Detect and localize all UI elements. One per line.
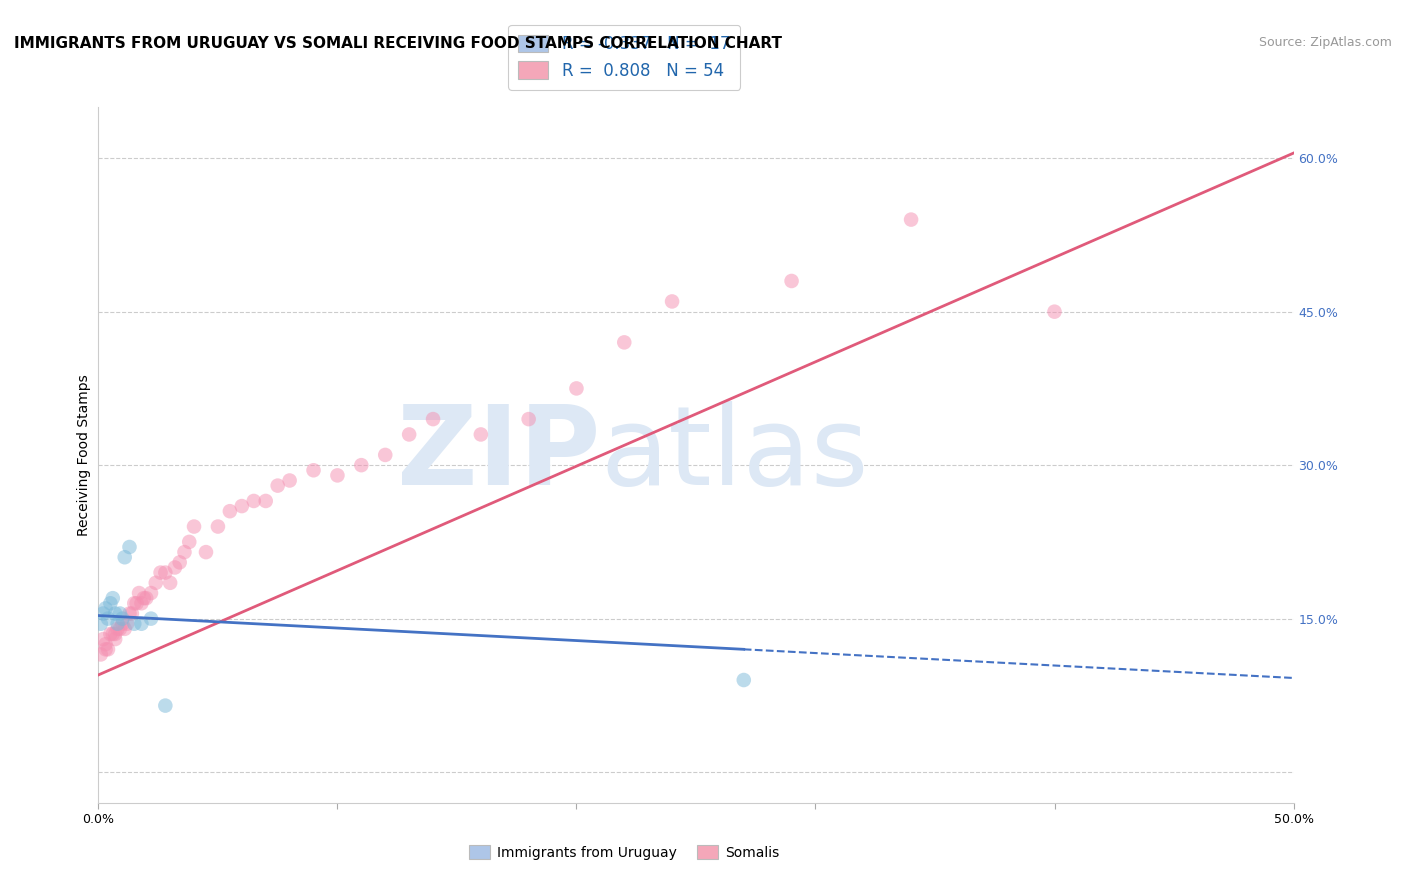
Point: [111, 612, 134, 626]
Y-axis label: Receiving Food Stamps: Receiving Food Stamps: [77, 374, 91, 536]
Point: [900, 212, 922, 227]
Point: [219, 504, 242, 518]
Text: atlas: atlas: [600, 401, 869, 508]
Point: [91, 632, 114, 646]
Point: [90, 616, 112, 631]
Point: [98, 627, 122, 641]
Point: [114, 550, 136, 565]
Point: [104, 607, 127, 621]
Legend: Immigrants from Uruguay, Somalis: Immigrants from Uruguay, Somalis: [464, 839, 785, 865]
Point: [565, 381, 588, 395]
Point: [139, 612, 162, 626]
Point: [118, 540, 141, 554]
Point: [108, 607, 131, 621]
Point: [374, 448, 396, 462]
Point: [780, 274, 803, 288]
Point: [111, 616, 134, 631]
Point: [1043, 304, 1066, 318]
Point: [169, 555, 191, 569]
Point: [108, 622, 131, 636]
Point: [139, 586, 162, 600]
Point: [104, 627, 127, 641]
Point: [118, 607, 141, 621]
Point: [302, 463, 325, 477]
Point: [121, 607, 143, 621]
Point: [101, 627, 124, 641]
Point: [91, 607, 114, 621]
Point: [104, 632, 127, 646]
Point: [398, 427, 420, 442]
Point: [254, 494, 277, 508]
Point: [97, 612, 120, 626]
Point: [114, 622, 136, 636]
Point: [107, 622, 129, 636]
Point: [94, 601, 117, 615]
Point: [124, 616, 146, 631]
Point: [231, 499, 253, 513]
Point: [470, 427, 492, 442]
Point: [90, 648, 112, 662]
Point: [128, 586, 150, 600]
Point: [183, 519, 205, 533]
Point: [155, 566, 177, 580]
Point: [195, 545, 218, 559]
Point: [101, 591, 124, 606]
Point: [267, 478, 290, 492]
Point: [125, 596, 148, 610]
Point: [179, 534, 201, 549]
Point: [278, 474, 301, 488]
Point: [159, 575, 181, 590]
Point: [124, 596, 146, 610]
Point: [661, 294, 683, 309]
Point: [145, 575, 167, 590]
Point: [149, 566, 172, 580]
Point: [173, 545, 195, 559]
Point: [733, 673, 755, 687]
Point: [135, 591, 157, 606]
Point: [422, 412, 444, 426]
Text: Source: ZipAtlas.com: Source: ZipAtlas.com: [1258, 36, 1392, 49]
Point: [613, 335, 636, 350]
Point: [97, 642, 120, 657]
Point: [243, 494, 266, 508]
Point: [207, 519, 229, 533]
Point: [155, 698, 177, 713]
Point: [350, 458, 373, 472]
Point: [94, 637, 117, 651]
Point: [517, 412, 540, 426]
Point: [131, 616, 153, 631]
Point: [94, 642, 117, 657]
Point: [131, 596, 153, 610]
Text: IMMIGRANTS FROM URUGUAY VS SOMALI RECEIVING FOOD STAMPS CORRELATION CHART: IMMIGRANTS FROM URUGUAY VS SOMALI RECEIV…: [14, 36, 782, 51]
Text: ZIP: ZIP: [396, 401, 600, 508]
Point: [98, 596, 122, 610]
Point: [107, 616, 129, 631]
Point: [163, 560, 186, 574]
Point: [326, 468, 349, 483]
Point: [115, 616, 138, 631]
Point: [132, 591, 155, 606]
